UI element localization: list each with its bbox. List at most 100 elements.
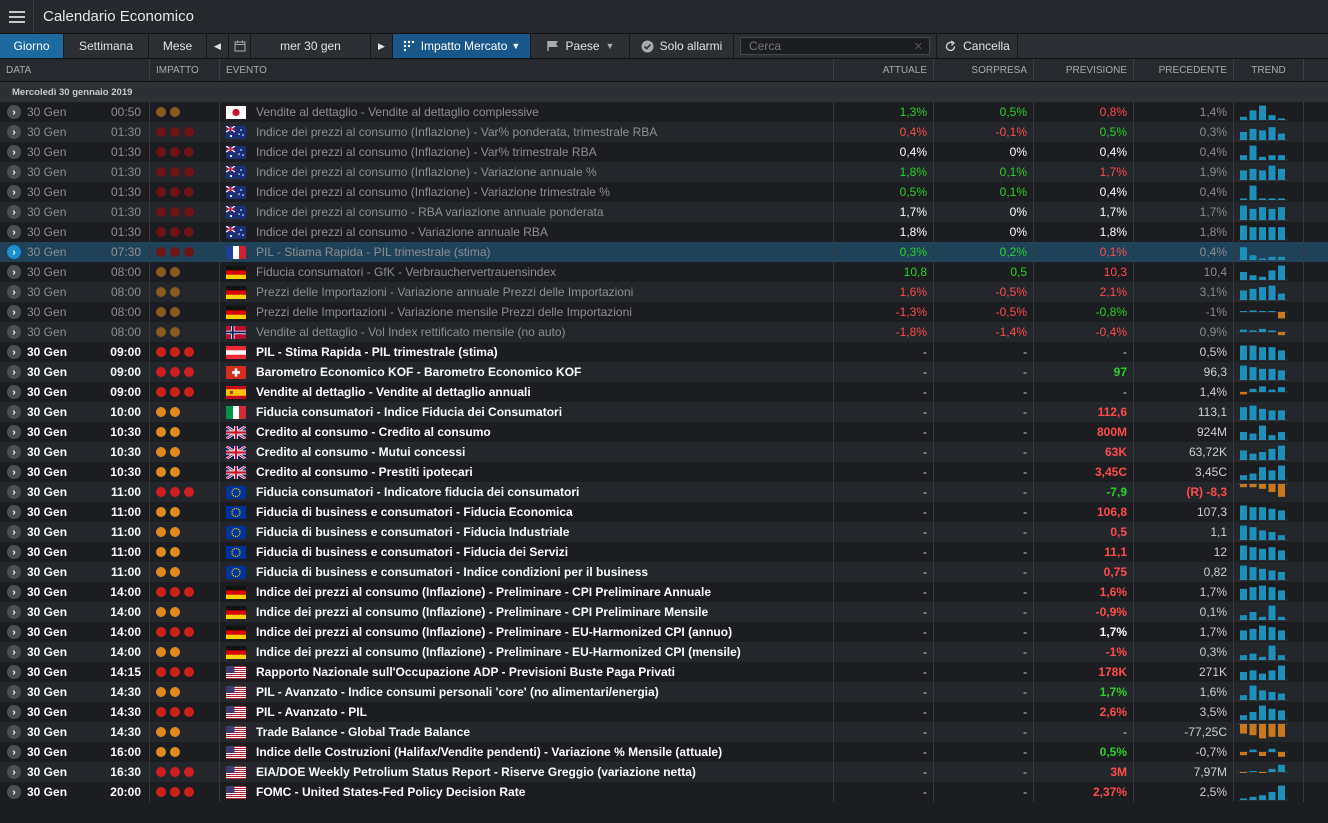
flag-us-icon: [226, 665, 246, 679]
menu-icon[interactable]: [0, 0, 34, 33]
expand-arrow-icon[interactable]: ›: [7, 745, 21, 759]
expand-arrow-icon[interactable]: ›: [7, 425, 21, 439]
actual-cell: 0,5%: [834, 182, 934, 202]
table-row[interactable]: › 30 Gen 10:00 Fiducia consumatori - Indice…: [0, 402, 1328, 422]
table-row[interactable]: › 30 Gen 14:15 Rapporto Nazionale sull'Occu…: [0, 662, 1328, 682]
col-actual[interactable]: ATTUALE: [834, 59, 934, 81]
expand-arrow-icon[interactable]: ›: [7, 465, 21, 479]
impact-dot-icon: [184, 367, 194, 377]
table-row[interactable]: › 30 Gen 01:30 Indice dei prezzi al consumo…: [0, 122, 1328, 142]
expand-arrow-icon[interactable]: ›: [7, 565, 21, 579]
expand-arrow-icon[interactable]: ›: [7, 145, 21, 159]
table-row[interactable]: › 30 Gen 11:00 Fiducia di business e consum…: [0, 522, 1328, 542]
country-dropdown[interactable]: Paese ▼: [531, 34, 630, 58]
table-row[interactable]: › 30 Gen 07:30 PIL - Stiama Rapida - PIL tr…: [0, 242, 1328, 262]
table-row[interactable]: › 30 Gen 14:00 Indice dei prezzi al consumo…: [0, 622, 1328, 642]
expand-arrow-icon[interactable]: ›: [7, 785, 21, 799]
col-date[interactable]: DATA: [0, 59, 150, 81]
prev-date-icon[interactable]: ◀: [207, 34, 229, 58]
table-row[interactable]: › 30 Gen 14:30 Trade Balance - Global Trade…: [0, 722, 1328, 742]
cancel-button[interactable]: Cancella: [936, 34, 1018, 58]
date-selector[interactable]: mer 30 gen: [251, 34, 371, 58]
table-row[interactable]: › 30 Gen 01:30 Indice dei prezzi al consumo…: [0, 202, 1328, 222]
expand-arrow-icon[interactable]: ›: [7, 665, 21, 679]
col-forecast[interactable]: PREVISIONE: [1034, 59, 1134, 81]
expand-arrow-icon[interactable]: ›: [7, 305, 21, 319]
expand-arrow-icon[interactable]: ›: [7, 545, 21, 559]
expand-arrow-icon[interactable]: ›: [7, 285, 21, 299]
table-row[interactable]: › 30 Gen 11:00 Fiducia di business e consum…: [0, 562, 1328, 582]
expand-arrow-icon[interactable]: ›: [7, 765, 21, 779]
expand-arrow-icon[interactable]: ›: [7, 385, 21, 399]
expand-arrow-icon[interactable]: ›: [7, 225, 21, 239]
expand-arrow-icon[interactable]: ›: [7, 325, 21, 339]
clear-icon[interactable]: ✕: [913, 40, 923, 53]
table-row[interactable]: › 30 Gen 01:30 Indice dei prezzi al consumo…: [0, 222, 1328, 242]
expand-arrow-icon[interactable]: ›: [7, 265, 21, 279]
expand-arrow-icon[interactable]: ›: [7, 185, 21, 199]
surprise-cell: -: [934, 662, 1034, 682]
table-row[interactable]: › 30 Gen 10:30 Credito al consumo - Mutui c…: [0, 442, 1328, 462]
expand-arrow-icon[interactable]: ›: [7, 125, 21, 139]
expand-arrow-icon[interactable]: ›: [7, 685, 21, 699]
table-row[interactable]: › 30 Gen 14:00 Indice dei prezzi al consumo…: [0, 602, 1328, 622]
expand-arrow-icon[interactable]: ›: [7, 165, 21, 179]
table-row[interactable]: › 30 Gen 08:00 Prezzi delle Importazioni - …: [0, 302, 1328, 322]
table-row[interactable]: › 30 Gen 09:00 PIL - Stima Rapida - PIL tri…: [0, 342, 1328, 362]
next-date-icon[interactable]: ▶: [371, 34, 393, 58]
expand-arrow-icon[interactable]: ›: [7, 205, 21, 219]
alarms-toggle[interactable]: Solo allarmi: [630, 34, 734, 58]
col-impact[interactable]: IMPATTO: [150, 59, 220, 81]
tab-settimana[interactable]: Settimana: [64, 34, 149, 58]
table-row[interactable]: › 30 Gen 00:50 Vendite al dettaglio - Vendi…: [0, 102, 1328, 122]
search-box[interactable]: ✕: [740, 37, 930, 55]
impact-dropdown[interactable]: Impatto Mercato ▼: [393, 34, 531, 58]
table-row[interactable]: › 30 Gen 14:30 PIL - Avanzato - Indice cons…: [0, 682, 1328, 702]
table-row[interactable]: › 30 Gen 01:30 Indice dei prezzi al consumo…: [0, 182, 1328, 202]
expand-arrow-icon[interactable]: ›: [7, 585, 21, 599]
table-row[interactable]: › 30 Gen 11:00 Fiducia consumatori - Indica…: [0, 482, 1328, 502]
table-row[interactable]: › 30 Gen 16:30 EIA/DOE Weekly Petrolium Sta…: [0, 762, 1328, 782]
table-row[interactable]: › 30 Gen 14:00 Indice dei prezzi al consumo…: [0, 582, 1328, 602]
expand-arrow-icon[interactable]: ›: [7, 645, 21, 659]
table-row[interactable]: › 30 Gen 08:00 Vendite al dettaglio - Vol I…: [0, 322, 1328, 342]
expand-arrow-icon[interactable]: ›: [7, 525, 21, 539]
table-row[interactable]: › 30 Gen 11:00 Fiducia di business e consum…: [0, 542, 1328, 562]
col-previous[interactable]: PRECEDENTE: [1134, 59, 1234, 81]
table-row[interactable]: › 30 Gen 14:00 Indice dei prezzi al consumo…: [0, 642, 1328, 662]
tab-mese[interactable]: Mese: [149, 34, 207, 58]
expand-arrow-icon[interactable]: ›: [7, 625, 21, 639]
expand-arrow-icon[interactable]: ›: [7, 105, 21, 119]
col-event[interactable]: EVENTO: [220, 59, 834, 81]
expand-arrow-icon[interactable]: ›: [7, 705, 21, 719]
table-row[interactable]: › 30 Gen 11:00 Fiducia di business e consum…: [0, 502, 1328, 522]
expand-arrow-icon[interactable]: ›: [7, 605, 21, 619]
expand-arrow-icon[interactable]: ›: [7, 725, 21, 739]
expand-arrow-icon[interactable]: ›: [7, 445, 21, 459]
table-row[interactable]: › 30 Gen 10:30 Credito al consumo - Credito…: [0, 422, 1328, 442]
trend-sparkline: [1238, 365, 1288, 381]
expand-arrow-icon[interactable]: ›: [7, 505, 21, 519]
table-row[interactable]: › 30 Gen 16:00 Indice delle Costruzioni (Ha…: [0, 742, 1328, 762]
table-row[interactable]: › 30 Gen 10:30 Credito al consumo - Prestit…: [0, 462, 1328, 482]
table-row[interactable]: › 30 Gen 14:30 PIL - Avanzato - PIL - - 2,6% 3,…: [0, 702, 1328, 722]
col-surprise[interactable]: SORPRESA: [934, 59, 1034, 81]
table-row[interactable]: › 30 Gen 09:00 Barometro Economico KOF - Ba…: [0, 362, 1328, 382]
table-row[interactable]: › 30 Gen 01:30 Indice dei prezzi al consumo…: [0, 142, 1328, 162]
table-row[interactable]: › 30 Gen 08:00 Fiducia consumatori - GfK - …: [0, 262, 1328, 282]
tab-giorno[interactable]: Giorno: [0, 34, 64, 58]
col-trend[interactable]: TREND: [1234, 59, 1304, 81]
table-row[interactable]: › 30 Gen 20:00 FOMC - United States-Fed Pol…: [0, 782, 1328, 802]
trend-sparkline: [1238, 764, 1288, 773]
expand-arrow-icon[interactable]: ›: [7, 485, 21, 499]
calendar-icon[interactable]: [229, 34, 251, 58]
expand-arrow-icon[interactable]: ›: [7, 245, 21, 259]
table-row[interactable]: › 30 Gen 09:00 Vendite al dettaglio - Vendi…: [0, 382, 1328, 402]
expand-arrow-icon[interactable]: ›: [7, 405, 21, 419]
search-input[interactable]: [747, 38, 911, 54]
expand-arrow-icon[interactable]: ›: [7, 345, 21, 359]
impact-dot-icon: [184, 707, 194, 717]
table-row[interactable]: › 30 Gen 01:30 Indice dei prezzi al consumo…: [0, 162, 1328, 182]
expand-arrow-icon[interactable]: ›: [7, 365, 21, 379]
table-row[interactable]: › 30 Gen 08:00 Prezzi delle Importazioni - …: [0, 282, 1328, 302]
